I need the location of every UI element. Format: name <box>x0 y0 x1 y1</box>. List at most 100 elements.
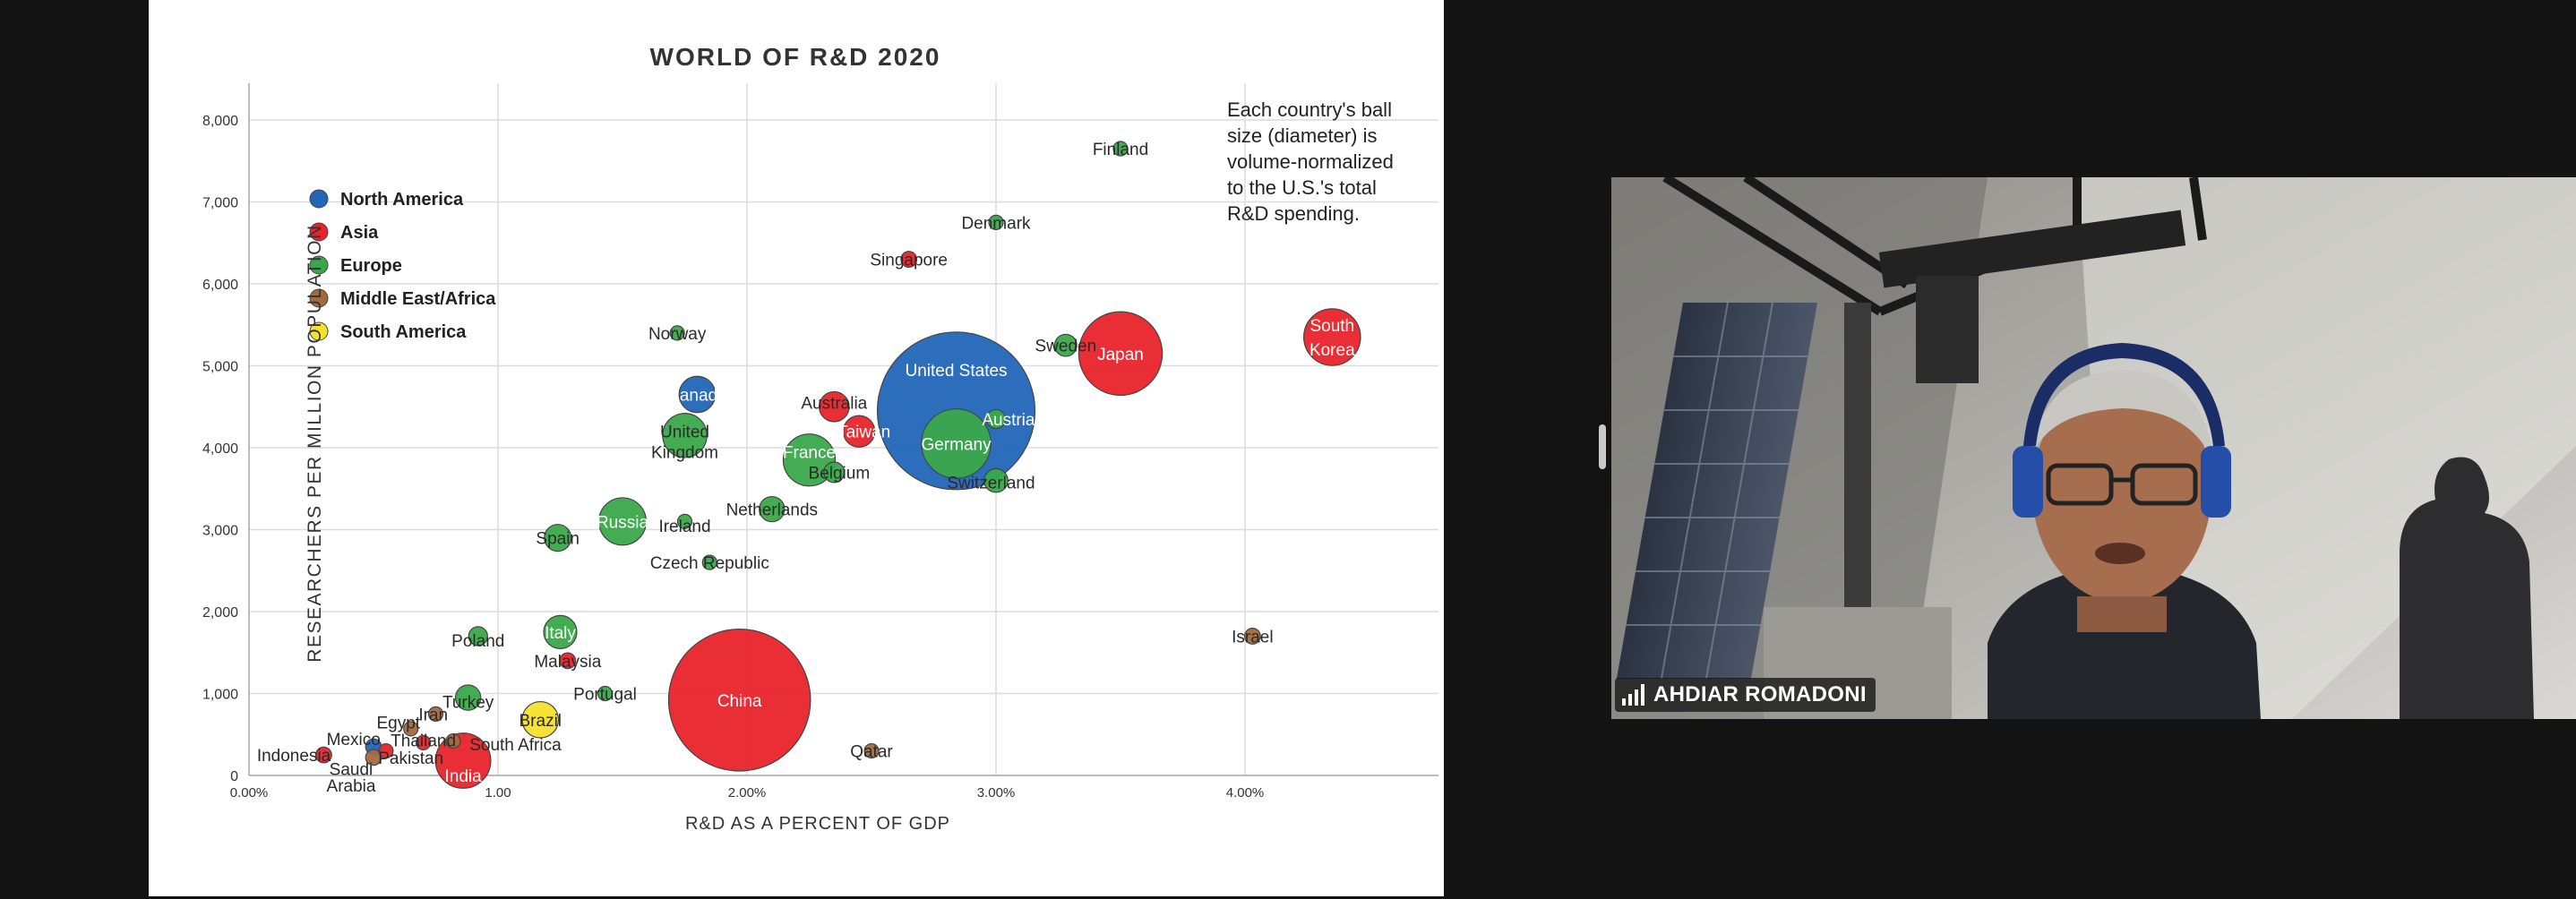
bubble-netherlands <box>759 495 786 523</box>
legend-swatch <box>309 222 329 242</box>
bubble-united-kingdom <box>662 413 708 458</box>
country-label: South Africa <box>469 736 562 755</box>
bubble-portugal <box>597 685 614 702</box>
chart-note-line: Each country's ball <box>1227 98 1392 121</box>
bubble-qatar <box>863 742 880 759</box>
bubble-belgium <box>823 461 846 484</box>
country-label: France <box>783 444 836 463</box>
bubble-israel <box>1243 628 1261 645</box>
y-tick-label: 1,000 <box>202 688 238 703</box>
rd-bubble-chart: 0 1,000 2,000 3,000 4,000 5,000 6,000 7,000 8,00… <box>202 43 1438 834</box>
bubble-brazil <box>521 700 560 739</box>
country-label: Sweden <box>1035 338 1097 356</box>
country-label: Poland <box>451 632 504 651</box>
legend-entry: Europe <box>340 256 402 276</box>
bubble-pakistan <box>378 742 394 759</box>
legend-swatch <box>309 321 329 341</box>
country-label: Arabia <box>327 777 376 796</box>
y-axis-title: RESEARCHERS PER MILLION POPULATION <box>305 224 325 662</box>
country-label: Israel <box>1232 628 1273 646</box>
chart-note-line: R&D spending. <box>1227 202 1360 225</box>
bubble-czech-republic <box>701 554 717 570</box>
chart-note: Each country's ball size (diameter) is vol… <box>1227 98 1394 225</box>
country-label: Australia <box>801 395 867 414</box>
x-tick-label: 4.00% <box>1226 785 1265 801</box>
legend-entry: Asia <box>340 223 379 243</box>
country-label: Malaysia <box>534 653 601 672</box>
bubble-canada <box>678 375 717 414</box>
bubble-finland <box>1112 141 1129 157</box>
bubble-iran <box>427 706 444 722</box>
bubble-poland <box>468 626 488 646</box>
bubble-ireland <box>676 513 693 529</box>
bubble-sweden <box>1053 333 1078 357</box>
bubble-egypt <box>403 721 419 737</box>
bubble-saudi-arabia <box>365 749 382 766</box>
chart-note-line: volume-normalized <box>1227 150 1394 173</box>
bubble-norway <box>669 325 685 341</box>
participant-video-feed <box>1611 177 2576 719</box>
y-tick-label: 4,000 <box>202 441 238 457</box>
country-label: Switzerland <box>947 474 1035 492</box>
country-label: Indonesia <box>257 747 331 766</box>
x-tick-label: 1.00 <box>485 785 511 801</box>
legend-swatch <box>309 288 329 308</box>
chart-title: WORLD OF R&D 2020 <box>650 43 941 71</box>
legend-entry: Middle East/Africa <box>340 289 496 309</box>
bubble-denmark <box>988 214 1004 230</box>
country-label: Egypt <box>377 715 421 733</box>
country-label: Austria <box>982 411 1035 430</box>
country-label: United <box>660 424 709 442</box>
bubble-taiwan <box>842 415 876 448</box>
y-tick-label: 3,000 <box>202 524 238 539</box>
country-label: Japan <box>1097 346 1144 364</box>
country-label: India <box>444 767 482 786</box>
country-label: China <box>717 692 762 711</box>
bubble-turkey <box>454 684 482 711</box>
participant-name: AHDIAR ROMADONI <box>1653 682 1867 706</box>
bubble-germany <box>921 408 992 479</box>
country-label: Mexico <box>327 731 381 749</box>
y-tick-label: 5,000 <box>202 360 238 375</box>
country-label: Spain <box>536 530 580 549</box>
chart-note-line: size (diameter) is <box>1227 124 1377 147</box>
country-label: Taiwan <box>837 424 890 442</box>
legend-entry: South America <box>340 322 467 342</box>
chart-note-line: to the U.S.'s total <box>1227 176 1377 199</box>
panel-resize-handle[interactable] <box>1599 424 1606 469</box>
bubble-china <box>667 629 811 772</box>
country-label: Norway <box>648 325 707 344</box>
x-tick-label: 3.00% <box>977 785 1016 801</box>
bubble-france <box>782 433 837 487</box>
country-label: Saudi <box>330 761 374 780</box>
bubble-malaysia <box>559 652 577 670</box>
y-tick-label: 0 <box>230 769 238 784</box>
bubble-russia <box>598 497 648 546</box>
country-label: Denmark <box>961 214 1031 233</box>
country-label: Korea <box>1309 341 1355 360</box>
participant-name-tag: AHDIAR ROMADONI <box>1615 678 1876 712</box>
bubble-thailand <box>416 734 432 751</box>
y-tick-label: 8,000 <box>202 114 238 129</box>
x-tick-label: 2.00% <box>728 785 767 801</box>
bubble-switzerland <box>983 467 1009 493</box>
y-tick-label: 2,000 <box>202 605 238 621</box>
country-label: Qatar <box>850 743 893 762</box>
country-label: Belgium <box>809 464 871 483</box>
y-tick-label: 6,000 <box>202 278 238 293</box>
bubble-italy <box>543 614 578 649</box>
country-label: Iran <box>418 706 448 724</box>
country-label: South <box>1309 317 1354 336</box>
legend-entry: North America <box>340 190 464 210</box>
country-label: Kingdom <box>651 444 718 463</box>
country-label: Brazil <box>519 712 562 731</box>
y-tick-label: 7,000 <box>202 196 238 211</box>
country-label: Pakistan <box>378 749 443 768</box>
country-label: Singapore <box>870 252 948 270</box>
bubble-austria <box>985 408 1007 430</box>
shared-screen: 0 1,000 2,000 3,000 4,000 5,000 6,000 7,000 8,00… <box>149 0 1444 896</box>
bubble-japan <box>1078 311 1163 397</box>
country-label: Italy <box>545 624 576 643</box>
participant-video-tile[interactable]: AHDIAR ROMADONI <box>1611 177 2576 719</box>
country-label: Canada <box>667 387 727 406</box>
